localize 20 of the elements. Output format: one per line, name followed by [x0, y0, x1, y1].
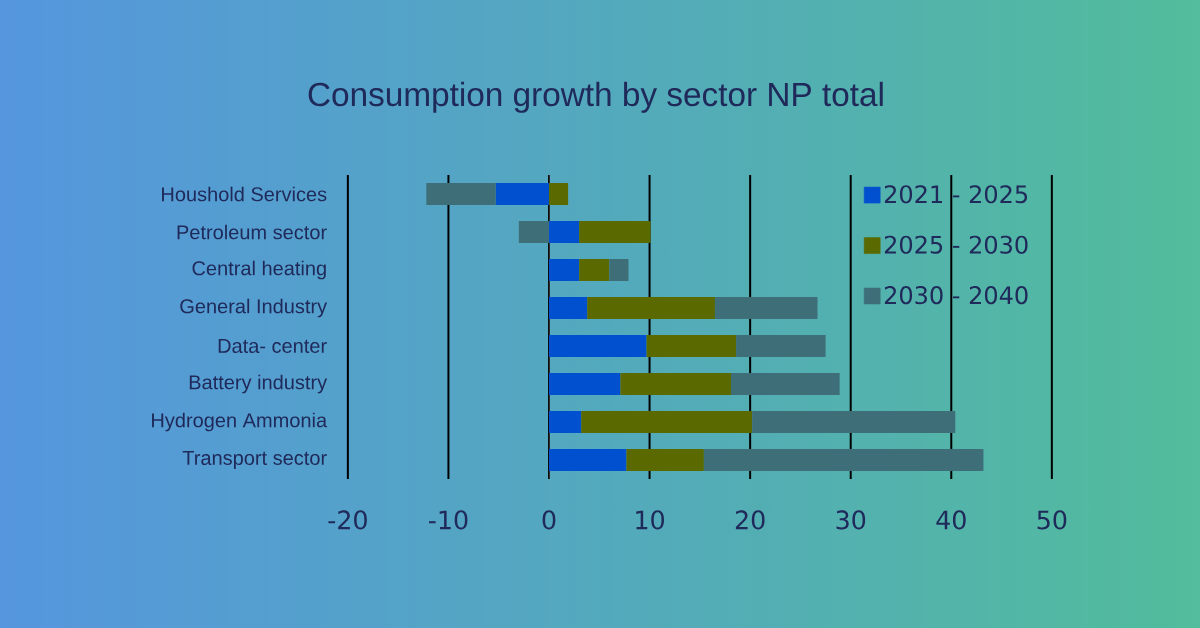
x-tick-label: 50 [1037, 510, 1067, 530]
x-tick-label: 40 [936, 510, 966, 530]
y-tick-label: Hydrogen Ammonia [152, 412, 328, 432]
legend-label: 2030 - 2040 [884, 286, 1028, 305]
x-tick-label: 30 [836, 510, 866, 530]
x-tick-label: 10 [636, 510, 664, 530]
y-tick-label: Transport sector [182, 451, 327, 469]
y-tick-label: General Industry [180, 298, 328, 318]
x-tick-label: -20 [328, 510, 367, 530]
x-tick-label: 0 [542, 510, 556, 530]
x-tick-label: 20 [735, 510, 765, 530]
y-tick-label: Central heating [192, 260, 326, 280]
y-tick-label: Battery industry [189, 374, 328, 394]
chart-title: Consumption growth by sector NP total [308, 81, 883, 113]
x-tick-label: -10 [428, 510, 468, 530]
y-tick-label: Petroleum sector [177, 224, 327, 240]
y-tick-label: Data- center [218, 339, 327, 353]
legend-label: 2025 - 2030 [884, 235, 1028, 254]
y-tick-label: Houshold Services [162, 186, 327, 202]
legend-label: 2021 - 2025 [884, 185, 1028, 204]
